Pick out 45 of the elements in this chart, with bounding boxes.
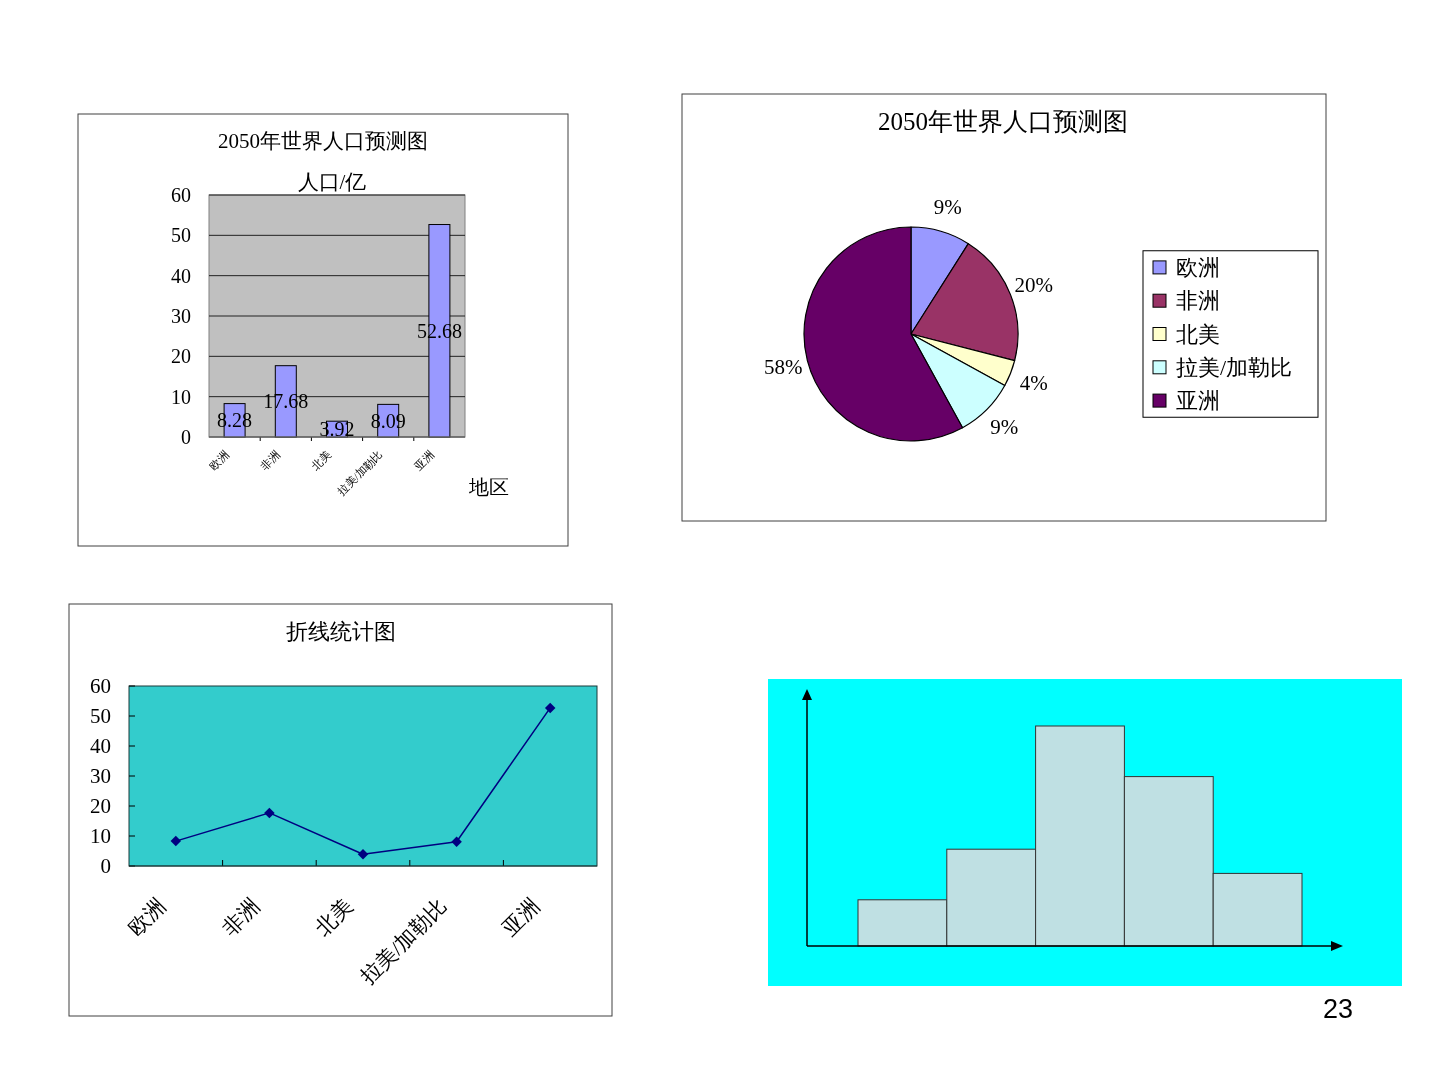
point [170,835,182,847]
y-tick-label: 50 [171,224,191,247]
x-tick-label: 北美 [310,893,358,941]
y-tick-label: 30 [171,305,191,327]
x-tick-label: 拉美/加勒比 [355,893,452,989]
x-tick-label: 亚洲 [411,447,436,472]
y-tick-label: 0 [181,426,191,448]
y-tick-label: 10 [90,824,111,848]
y-axis-title: 人口/亿 [297,170,367,194]
data-label: 9% [933,195,962,220]
y-tick-label: 20 [171,345,191,368]
y-tick-label: 60 [171,184,191,206]
chart-title: 2050年世界人口预测图 [878,108,1128,135]
point [544,702,556,714]
legend-label: 亚洲 [1176,388,1220,414]
point [264,807,275,819]
legend-label: 拉美/加勒比 [1176,354,1293,380]
x-tick-label: 非洲 [258,447,283,472]
x-tick-label: 欧洲 [206,447,232,472]
y-tick-label: 60 [90,674,111,698]
x-axis-title: 地区 [468,476,509,498]
data-label: 4% [1019,370,1048,395]
x-tick-label: 拉美/加勒比 [335,447,385,498]
data-label: 20% [1014,273,1053,298]
x-tick-label: 非洲 [217,893,264,941]
y-tick-label: 50 [90,704,111,728]
x-tick-label: 亚洲 [498,893,545,941]
chart-title: 折线统计图 [286,619,396,644]
y-tick-label: 40 [171,264,191,287]
text: 23 [1322,994,1354,1024]
legend-label: 欧洲 [1176,254,1220,280]
x-tick-label: 欧洲 [123,893,171,941]
y-tick-label: 0 [100,854,111,878]
y-tick-label: 40 [90,734,111,758]
legend-label: 非洲 [1176,288,1220,314]
chart-title: 2050年世界人口预测图 [218,129,428,153]
point [451,836,462,847]
point [357,849,369,860]
y-tick-label: 10 [171,385,191,408]
y-tick-label: 20 [90,794,111,818]
data-label: 58% [763,354,803,379]
y-tick-label: 30 [90,764,111,788]
x-tick-label: 北美 [309,447,334,472]
legend-label: 北美 [1176,321,1220,347]
data-label: 9% [990,415,1019,440]
